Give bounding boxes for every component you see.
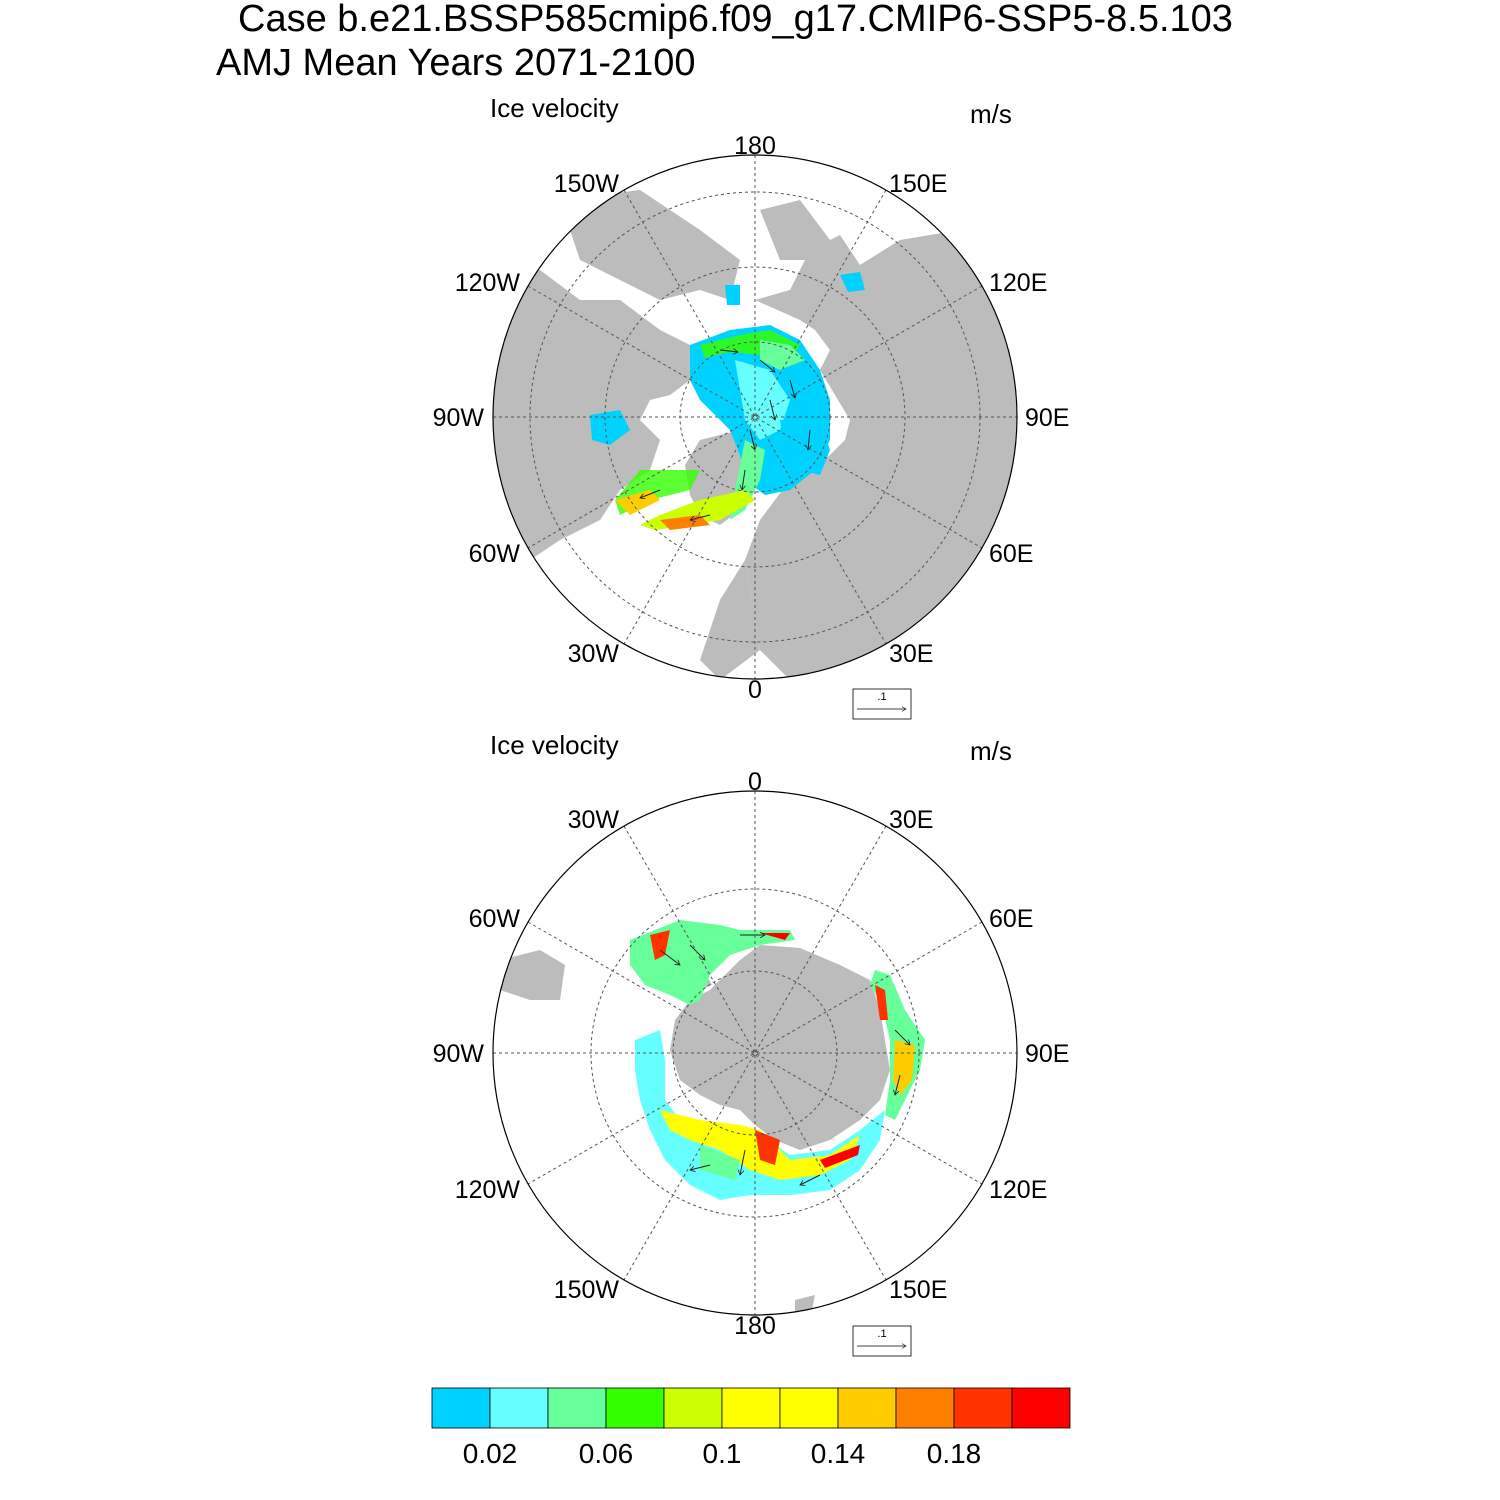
north-lon-label-bottom-right: 30E: [889, 640, 933, 668]
south-lon-label-left: 90W: [433, 1040, 485, 1068]
south-lon-label-bottom: 180: [734, 1312, 776, 1340]
north-graticule: [493, 155, 1017, 679]
north-velocity-vectors: [640, 350, 810, 520]
south-lon-label-top-left: 30W: [568, 806, 620, 834]
north-reference-vector-label: .1: [877, 691, 886, 703]
figure-title-case: Case b.e21.BSSP585cmip6.f09_g17.CMIP6-SS…: [238, 0, 1233, 40]
north-panel-label: Ice velocity: [490, 93, 619, 123]
south-lon-label-lower-left: 120W: [455, 1176, 521, 1204]
north-reference-vector: .1: [852, 688, 912, 720]
north-lon-label-lower-left: 60W: [469, 540, 521, 568]
north-lon-label-lower-right: 60E: [989, 540, 1033, 568]
north-lon-label-top: 180: [734, 132, 776, 160]
colorbar-tick-label: 0.14: [811, 1438, 866, 1469]
north-lon-label-upper-right: 120E: [989, 269, 1047, 297]
north-lon-label-upper-left: 120W: [455, 269, 521, 297]
north-lon-label-left: 90W: [433, 404, 485, 432]
colorbar-swatch: [547, 1387, 607, 1429]
colorbar-tick-label: 0.18: [927, 1438, 982, 1469]
colorbar-swatch: [663, 1387, 723, 1429]
figure-title-period: AMJ Mean Years 2071-2100: [216, 42, 696, 84]
north-panel-units: m/s: [970, 99, 1012, 129]
colorbar-swatch: [953, 1387, 1013, 1429]
colorbar-swatch: [431, 1387, 491, 1429]
north-lon-label-bottom-left: 30W: [568, 640, 620, 668]
south-lon-label-bottom-left: 150W: [554, 1276, 620, 1304]
colorbar-tick-label: 0.06: [579, 1438, 634, 1469]
colorbar-swatch: [1011, 1387, 1071, 1429]
colorbar-swatch: [605, 1387, 665, 1429]
south-reference-vector-label: .1: [877, 1328, 886, 1340]
colorbar-swatch: [721, 1387, 781, 1429]
south-polar-map: 0 30W 30E 60W 60E 90W 90E 120W 120E 150W…: [433, 768, 1069, 1357]
colorbar-tick-label: 0.1: [703, 1438, 742, 1469]
colorbar-swatch: [779, 1387, 839, 1429]
north-lon-label-top-right: 150E: [889, 170, 947, 198]
south-lon-label-right: 90E: [1025, 1040, 1069, 1068]
south-lon-label-top: 0: [748, 768, 762, 796]
north-map-border: [492, 154, 1018, 680]
south-panel-units: m/s: [970, 736, 1012, 766]
south-reference-vector: .1: [852, 1325, 912, 1357]
colorbar-tick-label: 0.02: [463, 1438, 518, 1469]
north-ice-field: [590, 272, 865, 530]
south-lon-label-upper-right: 60E: [989, 905, 1033, 933]
south-lon-label-top-right: 30E: [889, 806, 933, 834]
north-lon-label-right: 90E: [1025, 404, 1069, 432]
south-lon-label-upper-left: 60W: [469, 905, 521, 933]
colorbar: 0.02 0.06 0.1 0.14 0.18: [431, 1387, 1071, 1469]
north-lon-label-bottom: 0: [748, 676, 762, 704]
north-polar-map: 180 150W 150E 120W 120E 90W 90E 60W 60E …: [433, 132, 1069, 720]
south-graticule: [493, 791, 1017, 1315]
colorbar-swatch: [489, 1387, 549, 1429]
north-lon-label-top-left: 150W: [554, 170, 620, 198]
south-ice-field: [630, 920, 925, 1200]
south-panel-label: Ice velocity: [490, 730, 619, 760]
south-lon-label-bottom-right: 150E: [889, 1276, 947, 1304]
colorbar-swatch: [837, 1387, 897, 1429]
south-lon-label-lower-right: 120E: [989, 1176, 1047, 1204]
south-map-border: [492, 790, 1018, 1316]
colorbar-swatch: [895, 1387, 955, 1429]
